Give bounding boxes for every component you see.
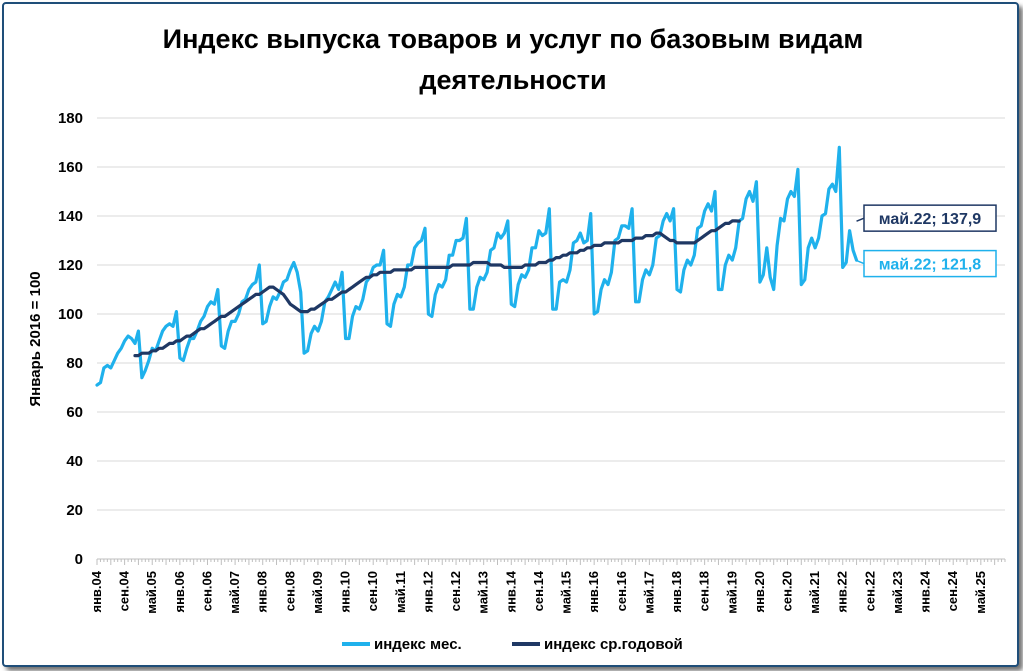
y-tick-label: 0 xyxy=(75,551,83,568)
x-tick-label: май.25 xyxy=(973,571,988,614)
x-tick-label: сен.12 xyxy=(448,571,463,611)
x-tick-label: янв.12 xyxy=(420,571,435,613)
series-line-monthly xyxy=(95,145,859,387)
annotations: май.22; 137,9 май.22; 121,8 xyxy=(856,204,997,278)
x-tick-label: янв.04 xyxy=(89,570,104,612)
x-tick-label: май.17 xyxy=(641,571,656,614)
x-tick-label: сен.16 xyxy=(614,571,629,611)
y-axis-label: Январь 2016 = 100 xyxy=(27,271,44,406)
annotation-box xyxy=(863,204,997,232)
x-tick-label: май.23 xyxy=(890,571,905,614)
annotation-box xyxy=(863,249,997,278)
y-tick-label: 100 xyxy=(58,306,83,323)
chart-title-line-2: деятельности xyxy=(419,65,606,95)
x-tick-label: сен.24 xyxy=(945,570,960,611)
legend-label-annual: индекс ср.годовой xyxy=(544,636,683,653)
x-tick-label: май.13 xyxy=(476,571,491,614)
y-tick-label: 180 xyxy=(58,110,83,127)
x-tick-label: сен.08 xyxy=(282,571,297,611)
y-tick-label: 140 xyxy=(58,208,83,225)
x-tick-label: май.19 xyxy=(724,571,739,614)
x-tick-label: май.07 xyxy=(227,571,242,614)
x-tick-label: сен.22 xyxy=(862,571,877,611)
x-tick-label: май.11 xyxy=(393,571,408,613)
y-tick-label: 120 xyxy=(58,257,83,274)
y-tick-label: 80 xyxy=(66,355,83,372)
x-axis: янв.04 сен.04 май.05 янв.06 сен.06 май.07 янв.… xyxy=(89,559,1006,614)
y-tick-label: 60 xyxy=(66,404,83,421)
annotation-leader xyxy=(856,259,865,265)
chart-canvas: Индекс выпуска товаров и услуг по базовы… xyxy=(27,24,1006,653)
y-tick-label: 160 xyxy=(58,159,83,176)
y-tick-label: 20 xyxy=(66,502,83,519)
series-lines xyxy=(95,145,859,387)
gridlines xyxy=(97,117,1005,560)
x-tick-label: янв.22 xyxy=(835,571,850,613)
x-tick-label: сен.04 xyxy=(117,570,132,611)
annotation-annual-label: май.22; 137,9 xyxy=(879,211,982,228)
x-tick-label: янв.18 xyxy=(669,571,684,613)
annotation-monthly-label: май.22; 121,8 xyxy=(879,257,982,274)
x-tick-label: янв.24 xyxy=(918,570,933,612)
y-axis-ticks: 0 20 40 60 80 100 120 140 160 180 xyxy=(58,110,83,568)
x-tick-label: май.05 xyxy=(144,571,159,614)
x-tick-label: сен.06 xyxy=(199,571,214,611)
x-tick-label: май.15 xyxy=(559,571,574,614)
x-tick-label: сен.10 xyxy=(365,571,380,611)
x-tick-label: янв.06 xyxy=(172,571,187,613)
annotation-leader xyxy=(856,217,865,222)
x-tick-label: май.09 xyxy=(310,571,325,614)
series-line-annual xyxy=(133,219,741,358)
x-tick-label: сен.20 xyxy=(779,571,794,611)
x-tick-label: янв.10 xyxy=(338,571,353,613)
legend-label-monthly: индекс мес. xyxy=(374,636,462,653)
y-tick-label: 40 xyxy=(66,453,83,470)
x-tick-label: янв.14 xyxy=(503,570,518,612)
x-tick-label: янв.20 xyxy=(752,571,767,613)
chart-title-line-1: Индекс выпуска товаров и услуг по базовы… xyxy=(163,24,864,54)
x-tick-label: май.21 xyxy=(807,571,822,614)
x-tick-label: янв.08 xyxy=(255,571,270,613)
legend: индекс мес. индекс ср.годовой xyxy=(342,636,683,653)
x-tick-label: янв.16 xyxy=(586,571,601,613)
x-tick-label: сен.18 xyxy=(697,571,712,611)
x-tick-label: сен.14 xyxy=(531,570,546,611)
